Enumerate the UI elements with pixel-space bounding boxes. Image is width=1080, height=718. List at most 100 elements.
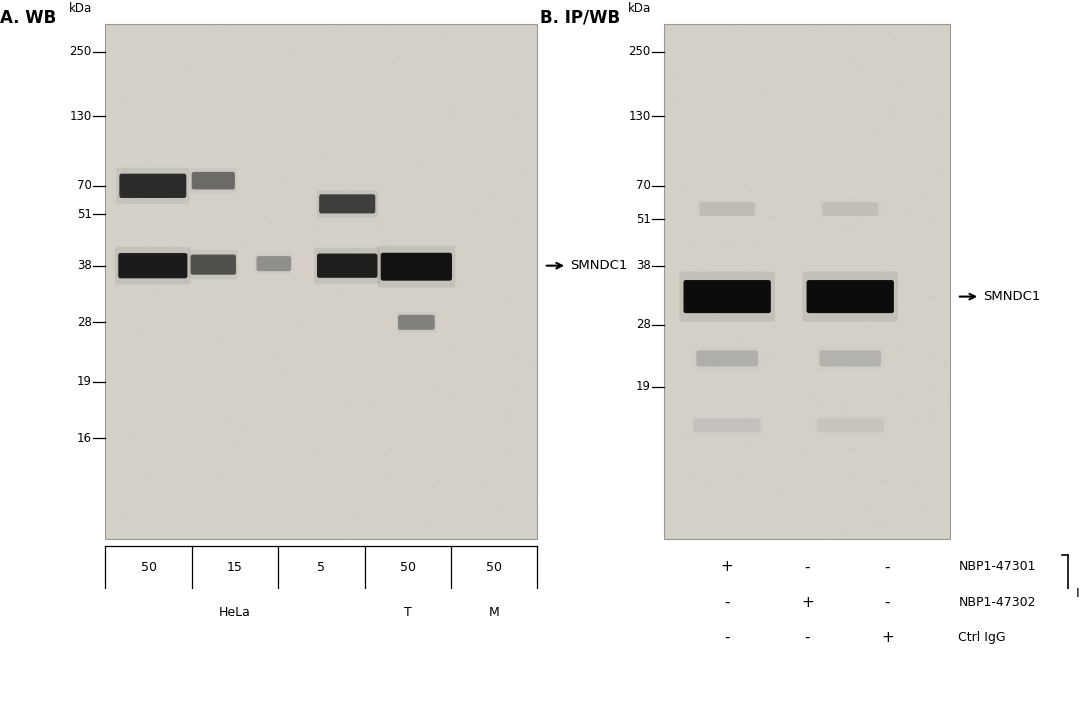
Point bbox=[114, 466, 132, 477]
Point bbox=[392, 394, 409, 406]
FancyBboxPatch shape bbox=[697, 350, 758, 366]
Point bbox=[496, 404, 513, 415]
Point bbox=[114, 393, 132, 404]
Point bbox=[936, 357, 954, 368]
Point bbox=[727, 278, 744, 289]
Point bbox=[757, 442, 774, 454]
Point bbox=[265, 177, 282, 188]
Point bbox=[696, 406, 713, 418]
Point bbox=[934, 339, 951, 350]
Text: 51: 51 bbox=[77, 208, 92, 220]
Point bbox=[684, 236, 701, 248]
Point bbox=[251, 461, 268, 472]
Point bbox=[916, 500, 933, 512]
Point bbox=[708, 276, 726, 288]
Point bbox=[924, 447, 942, 459]
Point bbox=[205, 461, 222, 472]
Point bbox=[708, 81, 726, 93]
Point bbox=[719, 350, 737, 362]
Point bbox=[832, 134, 849, 145]
Point bbox=[217, 121, 234, 132]
Point bbox=[789, 326, 807, 337]
Point bbox=[845, 65, 862, 76]
Point bbox=[137, 454, 154, 465]
Point bbox=[784, 56, 801, 67]
Point bbox=[816, 408, 834, 419]
Point bbox=[687, 151, 704, 163]
Point bbox=[853, 101, 870, 112]
Point bbox=[194, 328, 212, 340]
Point bbox=[689, 210, 706, 221]
Point bbox=[914, 292, 931, 304]
Point bbox=[913, 242, 930, 253]
Point bbox=[717, 71, 734, 83]
Point bbox=[924, 526, 942, 538]
Point bbox=[787, 37, 805, 48]
Point bbox=[905, 54, 922, 65]
Point bbox=[502, 230, 519, 242]
Point bbox=[705, 197, 723, 209]
Point bbox=[181, 346, 199, 358]
Text: 16: 16 bbox=[77, 432, 92, 444]
Point bbox=[442, 164, 459, 176]
Point bbox=[683, 361, 700, 373]
Text: SMNDC1: SMNDC1 bbox=[983, 290, 1040, 303]
Point bbox=[227, 274, 244, 286]
Point bbox=[109, 79, 126, 90]
Point bbox=[835, 80, 852, 92]
Point bbox=[777, 50, 794, 61]
Point bbox=[311, 148, 328, 159]
Point bbox=[870, 44, 888, 55]
Point bbox=[278, 207, 295, 218]
Point bbox=[424, 103, 442, 114]
Point bbox=[909, 98, 927, 109]
Point bbox=[321, 331, 338, 342]
Point bbox=[254, 307, 271, 318]
Point bbox=[832, 527, 849, 538]
Point bbox=[488, 404, 505, 416]
Point bbox=[294, 215, 311, 226]
Point bbox=[237, 81, 254, 93]
Point bbox=[819, 531, 836, 542]
Point bbox=[287, 89, 305, 101]
Point bbox=[679, 493, 697, 505]
Point bbox=[816, 182, 834, 194]
Point bbox=[805, 427, 822, 439]
Point bbox=[360, 335, 377, 347]
Point bbox=[821, 153, 838, 164]
Point bbox=[361, 438, 378, 449]
Point bbox=[827, 488, 845, 499]
Point bbox=[116, 511, 133, 523]
Point bbox=[159, 210, 176, 221]
Point bbox=[483, 469, 500, 480]
Point bbox=[805, 168, 822, 180]
Point bbox=[768, 104, 785, 116]
Point bbox=[137, 361, 154, 373]
Point bbox=[392, 20, 409, 32]
Point bbox=[159, 514, 176, 526]
Point bbox=[766, 350, 783, 361]
Point bbox=[845, 442, 862, 454]
Point bbox=[680, 387, 698, 398]
Point bbox=[797, 33, 814, 45]
Point bbox=[854, 308, 872, 320]
Point bbox=[747, 118, 765, 129]
Text: 50: 50 bbox=[400, 561, 416, 574]
Point bbox=[507, 259, 524, 271]
Point bbox=[228, 501, 245, 513]
Point bbox=[484, 439, 501, 451]
Point bbox=[498, 320, 515, 331]
Point bbox=[445, 50, 462, 61]
Point bbox=[402, 322, 419, 333]
Point bbox=[499, 486, 516, 498]
Point bbox=[252, 80, 269, 92]
Point bbox=[514, 19, 531, 31]
Point bbox=[177, 81, 194, 93]
Point bbox=[679, 370, 697, 382]
Point bbox=[689, 87, 706, 98]
Point bbox=[117, 217, 134, 228]
Point bbox=[356, 274, 374, 285]
Point bbox=[507, 255, 524, 266]
Point bbox=[864, 27, 881, 38]
Point bbox=[836, 169, 853, 181]
